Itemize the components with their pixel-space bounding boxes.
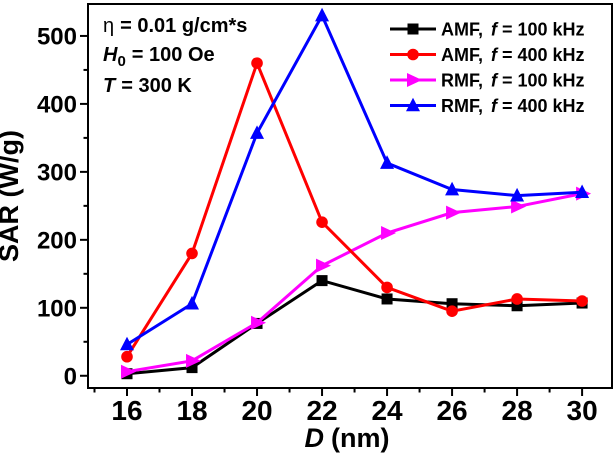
data-point-marker — [121, 350, 133, 363]
data-point-marker — [315, 7, 330, 22]
data-point-marker — [186, 353, 202, 368]
data-point-marker — [186, 247, 198, 260]
data-point-marker — [251, 57, 263, 69]
data-point-marker — [251, 315, 267, 330]
x-tick-label-28: 28 — [502, 395, 533, 426]
data-point-marker — [407, 73, 422, 87]
y-tick-label-500: 500 — [37, 23, 77, 50]
data-point-marker — [575, 184, 590, 199]
y-tick-label-300: 300 — [37, 159, 77, 186]
data-point-marker — [381, 281, 393, 294]
data-point-marker — [120, 336, 135, 351]
data-point-marker — [511, 300, 523, 312]
legend-label: AMF, f = 100 kHz — [441, 20, 585, 40]
legend: AMF, f = 100 kHz AMF, f = 400 kHz RMF, f = 100 k… — [390, 20, 585, 116]
data-point-marker — [380, 155, 395, 169]
data-point-marker — [510, 187, 525, 202]
data-point-marker — [446, 298, 458, 310]
data-point-marker — [511, 199, 527, 214]
data-point-marker — [446, 205, 462, 220]
legend-item-rmf-f-400-khz: RMF, f = 400 kHz — [390, 96, 585, 116]
data-point-marker — [511, 293, 523, 305]
x-axis-title: D (nm) — [305, 423, 390, 453]
series-line — [126, 192, 583, 374]
data-point-marker — [250, 125, 265, 139]
data-point-marker — [446, 305, 458, 318]
data-point-marker — [407, 23, 419, 35]
x-tick-label-20: 20 — [241, 395, 272, 426]
legend-item-amf-f-100-khz: AMF, f = 100 kHz — [390, 20, 585, 40]
x-axis: 16 18 20 22 24 26 28 30 — [93, 388, 598, 426]
legend-label: RMF, f = 100 kHz — [441, 71, 585, 91]
data-point-marker — [186, 362, 198, 374]
annotation-viscosity: η = 0.01 g/cm*s — [103, 15, 247, 37]
series-rmf-f-100-khz — [121, 186, 592, 379]
y-tick-label-400: 400 — [37, 91, 77, 118]
x-tick-label-22: 22 — [306, 395, 337, 426]
data-point-marker — [121, 364, 137, 379]
legend-item-rmf-f-100-khz: RMF, f = 100 kHz — [390, 71, 585, 91]
x-tick-label-30: 30 — [567, 395, 598, 426]
data-point-marker — [406, 97, 420, 112]
x-tick-label-16: 16 — [111, 395, 142, 426]
y-tick-label-0: 0 — [64, 363, 77, 390]
x-tick-label-26: 26 — [436, 395, 467, 426]
series-line — [126, 12, 583, 346]
data-point-marker — [381, 226, 397, 241]
annotation-field-amplitude: H0 = 100 Oe — [103, 44, 215, 70]
x-tick-label-24: 24 — [371, 395, 403, 426]
x-tick-label-18: 18 — [176, 395, 207, 426]
data-point-marker — [316, 258, 332, 273]
data-point-marker — [316, 275, 328, 287]
data-point-marker — [407, 48, 419, 61]
data-point-marker — [185, 295, 200, 310]
y-tick-label-100: 100 — [37, 295, 77, 322]
legend-label: RMF, f = 400 kHz — [441, 96, 585, 116]
legend-item-amf-f-400-khz: AMF, f = 400 kHz — [390, 45, 585, 65]
legend-label: AMF, f = 400 kHz — [441, 45, 585, 65]
data-point-marker — [381, 293, 393, 305]
data-point-marker — [445, 181, 460, 196]
data-point-marker — [576, 295, 588, 307]
series-line — [125, 58, 583, 358]
annotation-temperature: T = 300 K — [103, 75, 192, 97]
series-rmf-f-400-khz — [120, 7, 590, 351]
y-axis-title: SAR (W/g) — [0, 130, 24, 262]
y-tick-label-200: 200 — [37, 227, 77, 254]
data-point-marker — [316, 216, 328, 228]
series-amf-f-400-khz — [121, 57, 588, 363]
plot-frame — [87, 3, 613, 389]
y-axis: 0 100 200 300 400 500 — [37, 23, 88, 390]
series-line — [126, 278, 583, 376]
